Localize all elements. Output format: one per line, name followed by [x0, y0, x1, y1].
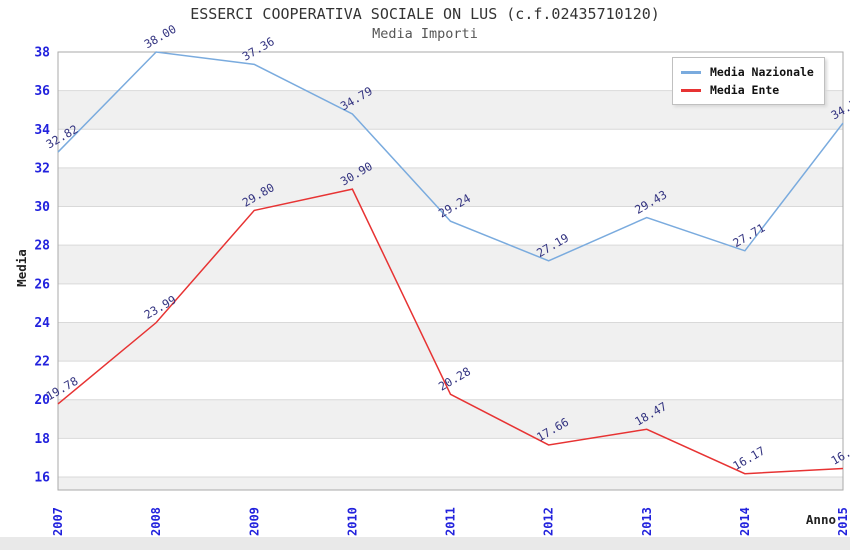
svg-text:2015: 2015 — [836, 507, 850, 536]
x-axis-ticks: 2007 2008 2009 2010 2011 2012 2013 2014 2015 — [51, 507, 850, 536]
svg-text:2014: 2014 — [738, 507, 752, 536]
series-line-media-ente — [57, 188, 844, 475]
chart-title: ESSERCI COOPERATIVA SOCIALE ON LUS (c.f.… — [190, 5, 660, 23]
media-ente-line-marker — [681, 88, 701, 92]
legend: Media Nazionale Media Ente — [672, 57, 825, 105]
y-axis-ticks: 38 36 34 32 30 28 26 24 22 20 18 16 — [34, 46, 50, 486]
x-axis-title: Anno — [806, 512, 836, 527]
svg-text:20.28: 20.28 — [436, 364, 473, 393]
svg-text:20: 20 — [34, 393, 50, 408]
svg-text:2009: 2009 — [247, 507, 261, 536]
legend-item-media-nazionale: Media Nazionale — [681, 63, 814, 81]
svg-text:16.44: 16.44 — [829, 438, 850, 467]
svg-text:2012: 2012 — [542, 507, 556, 536]
svg-text:2008: 2008 — [149, 507, 163, 536]
svg-text:24: 24 — [34, 316, 50, 331]
svg-text:38.00: 38.00 — [142, 22, 179, 51]
svg-text:26: 26 — [34, 277, 50, 292]
svg-text:2013: 2013 — [640, 507, 654, 536]
svg-text:37.36: 37.36 — [240, 34, 277, 63]
legend-label: Media Ente — [710, 83, 780, 97]
svg-text:38: 38 — [34, 46, 50, 61]
svg-text:28: 28 — [34, 239, 50, 254]
legend-item-media-ente: Media Ente — [681, 81, 814, 99]
chart-subtitle: Media Importi — [372, 26, 478, 42]
svg-text:36: 36 — [34, 84, 50, 99]
svg-text:32: 32 — [34, 161, 50, 176]
legend-label: Media Nazionale — [710, 65, 814, 79]
svg-text:34: 34 — [34, 123, 50, 138]
svg-text:2011: 2011 — [444, 507, 458, 536]
svg-text:16.17: 16.17 — [730, 443, 767, 472]
y-axis-title: Media — [14, 249, 29, 287]
background-bands — [58, 90, 843, 490]
footer-strip — [0, 537, 850, 550]
svg-text:22: 22 — [34, 355, 50, 370]
series-line-media-nazionale — [57, 51, 844, 262]
svg-text:30: 30 — [34, 200, 50, 215]
svg-text:16: 16 — [34, 471, 50, 486]
media-nazionale-line-marker — [681, 70, 701, 74]
svg-text:2007: 2007 — [51, 507, 65, 536]
svg-text:19.78: 19.78 — [44, 374, 81, 403]
plot-border — [57, 51, 844, 491]
svg-text:18: 18 — [34, 432, 50, 447]
svg-text:2010: 2010 — [345, 507, 359, 536]
